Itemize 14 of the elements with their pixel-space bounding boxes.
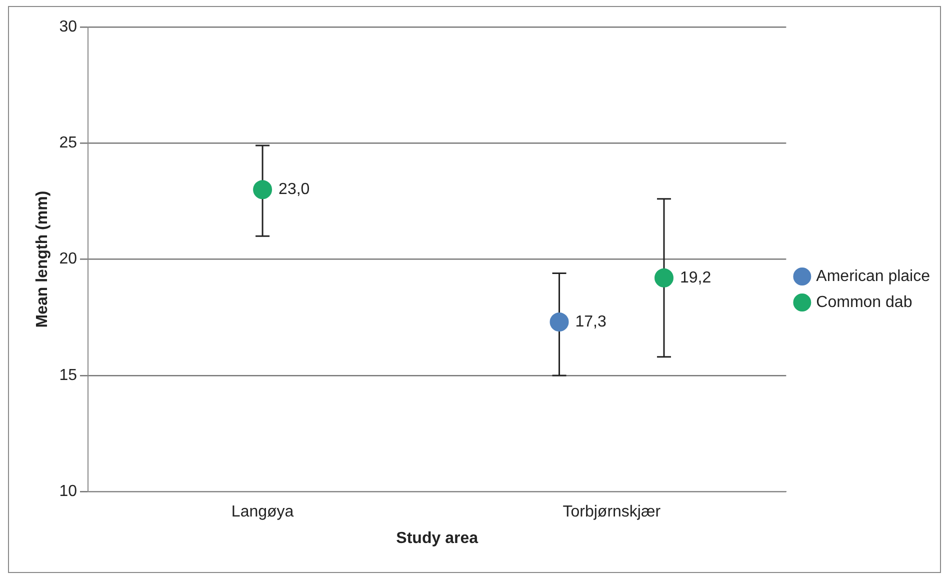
data-label: 17,3 [575,313,607,330]
data-label: 19,2 [680,269,712,286]
data-label: 23,0 [278,181,310,198]
y-tick-label: 30 [59,18,78,36]
legend-label: American plaice [816,268,930,285]
y-tick-label: 10 [59,483,78,500]
x-axis-title: Study area [396,530,478,547]
x-tick-label: Torbjørnskjær [562,504,662,521]
y-axis-title: Mean length (mm) [34,190,52,328]
y-tick-label: 15 [59,366,78,384]
y-tick-label: 20 [59,250,78,268]
x-tick-label: Langøya [231,504,294,521]
legend-label: Common dab [816,294,912,311]
y-tick-label: 25 [59,134,78,152]
